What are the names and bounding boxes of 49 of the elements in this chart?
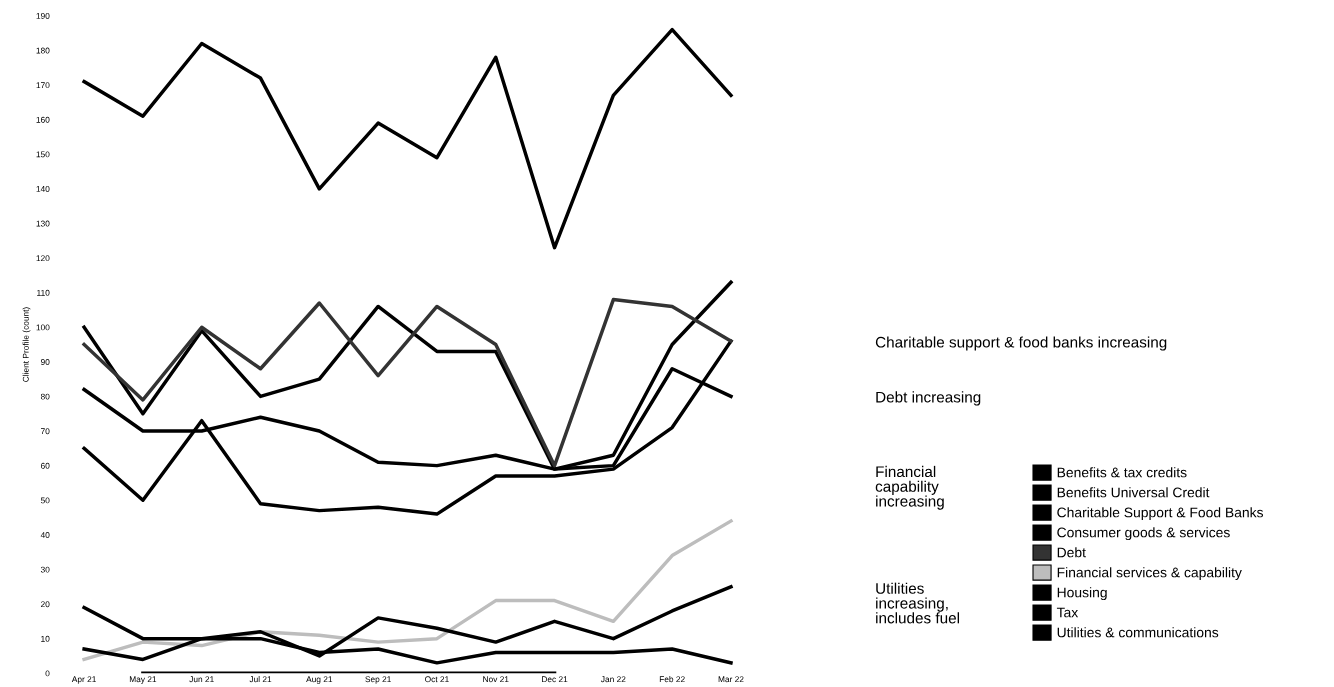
y-tick-label: 20 xyxy=(40,601,50,608)
line-series xyxy=(82,519,733,662)
x-tick-label: Jan 22 xyxy=(600,676,626,683)
y-tick-label: 170 xyxy=(36,82,50,89)
y-tick-label: 80 xyxy=(40,393,50,400)
y-tick-label: 140 xyxy=(36,186,50,192)
line-series xyxy=(82,339,733,516)
text: Financial capability increasing xyxy=(875,465,944,510)
text: Utilities increasing, includes fuel xyxy=(876,582,960,624)
x-tick-label: Oct 21 xyxy=(425,676,449,683)
y-tick-label: 190 xyxy=(36,13,50,19)
x-tick-label: May 21 xyxy=(129,676,157,684)
y-tick-label: 90 xyxy=(40,359,50,365)
y-tick-label: 30 xyxy=(40,566,50,573)
x-tick-label: Dec 21 xyxy=(542,676,568,683)
y-tick-label: 10 xyxy=(41,635,50,642)
x-tick-label: Jun 21 xyxy=(189,676,214,683)
y-tick-label: 120 xyxy=(36,255,50,262)
legend-label: Housing xyxy=(1057,587,1107,601)
x-tick-label: Apr 21 xyxy=(71,676,96,684)
text: Debt increasing xyxy=(876,391,981,406)
y-tick-label: 160 xyxy=(36,116,50,123)
y-tick-label: 100 xyxy=(36,324,50,331)
legend-label: Debt xyxy=(1057,547,1086,558)
x-tick-label: Jul 21 xyxy=(249,676,272,683)
legend-label: Benefits Universal Credit xyxy=(1057,487,1210,498)
text: Charitable support & food banks increasing xyxy=(875,336,1167,351)
legend-label: Tax xyxy=(1056,607,1079,618)
y-tick-label: 110 xyxy=(37,289,50,296)
x-tick-label: Aug 21 xyxy=(306,676,333,684)
legend-label: Charitable Support & Food Banks xyxy=(1057,507,1264,521)
x-tick-label: Mar 22 xyxy=(718,676,744,683)
y-tick-label: 180 xyxy=(36,47,50,54)
y-tick-label: 50 xyxy=(40,497,50,504)
legend-label: Benefits & tax credits xyxy=(1057,467,1187,478)
y-tick-label: 150 xyxy=(36,151,50,158)
legend-label: Consumer goods & services xyxy=(1057,527,1230,541)
legend-label: Financial services & capability xyxy=(1057,567,1242,581)
legend-label: Utilities & communications xyxy=(1057,627,1219,638)
line-series xyxy=(82,27,733,250)
y-tick-label: 60 xyxy=(40,462,50,469)
y-axis-title: Client Profile (count) xyxy=(22,307,31,382)
y-tick-label: 40 xyxy=(40,532,50,538)
y-tick-label: 70 xyxy=(40,428,50,435)
y-tick-label: 130 xyxy=(36,220,50,227)
x-tick-label: Sep 21 xyxy=(365,676,391,684)
y-tick-label: 0 xyxy=(45,670,50,677)
x-tick-label: Nov 21 xyxy=(483,676,509,683)
x-tick-label: Feb 22 xyxy=(659,676,685,683)
